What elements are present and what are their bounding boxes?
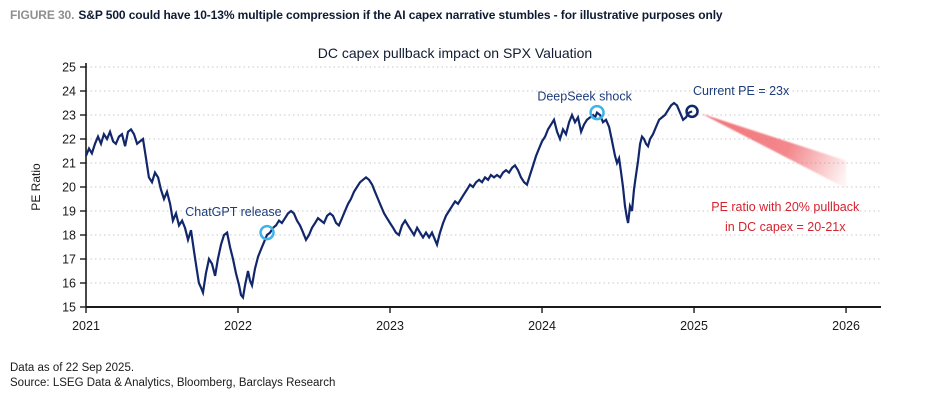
x-tick-label: 2024 [528, 319, 556, 333]
figure-caption: FIGURE 30. S&P 500 could have 10-13% mult… [10, 8, 723, 22]
chatgpt-marker [259, 224, 275, 241]
pe-series [84, 101, 693, 300]
x-tick-label: 2025 [680, 319, 708, 333]
chart-title: DC capex pullback impact on SPX Valuatio… [318, 45, 592, 61]
deepseek-label: DeepSeek shock [537, 89, 632, 103]
pe-series-line [84, 101, 693, 300]
current-pe-label: Current PE = 23x [693, 84, 790, 98]
x-tick-label: 2022 [224, 319, 252, 333]
fan-label-line1: PE ratio with 20% pullback [711, 200, 860, 214]
chatgpt-label: ChatGPT release [185, 205, 281, 219]
figure-title-text: S&P 500 could have 10-13% multiple compr… [78, 8, 723, 22]
annotations: ChatGPT release DeepSeek shock Current PE … [185, 84, 790, 241]
y-tick-label: 16 [62, 277, 76, 291]
footnote: Data as of 22 Sep 2025. Source: LSEG Dat… [10, 361, 335, 391]
gridlines [86, 66, 881, 284]
y-tick-label: 17 [62, 253, 76, 267]
y-tick-label: 21 [62, 157, 76, 171]
x-tick-label: 2021 [72, 319, 100, 333]
y-tick-label: 20 [62, 181, 76, 195]
x-tick-label: 2026 [832, 319, 860, 333]
y-axis-title: PE Ratio [29, 163, 43, 211]
y-tick-label: 19 [62, 205, 76, 219]
y-tick-label: 15 [62, 301, 76, 315]
y-tick-label: 25 [62, 61, 76, 75]
x-tick-label: 2023 [376, 319, 404, 333]
source-line: Source: LSEG Data & Analytics, Bloomberg… [10, 377, 336, 389]
current-pe-marker [685, 104, 699, 119]
y-tick-label: 18 [62, 229, 76, 243]
fan-label-line2: in DC capex = 20-21x [725, 220, 846, 234]
pullback-fan-shape [701, 113, 847, 189]
deepseek-marker [589, 104, 605, 121]
y-tick-label: 22 [62, 133, 76, 147]
y-tick-label: 23 [62, 109, 76, 123]
projection-fan: PE ratio with 20% pullback in DC capex = … [701, 113, 860, 234]
figure-number: FIGURE 30. [10, 8, 75, 22]
y-tick-label: 24 [62, 85, 76, 99]
data-as-of-line: Data as of 22 Sep 2025. [10, 362, 135, 374]
